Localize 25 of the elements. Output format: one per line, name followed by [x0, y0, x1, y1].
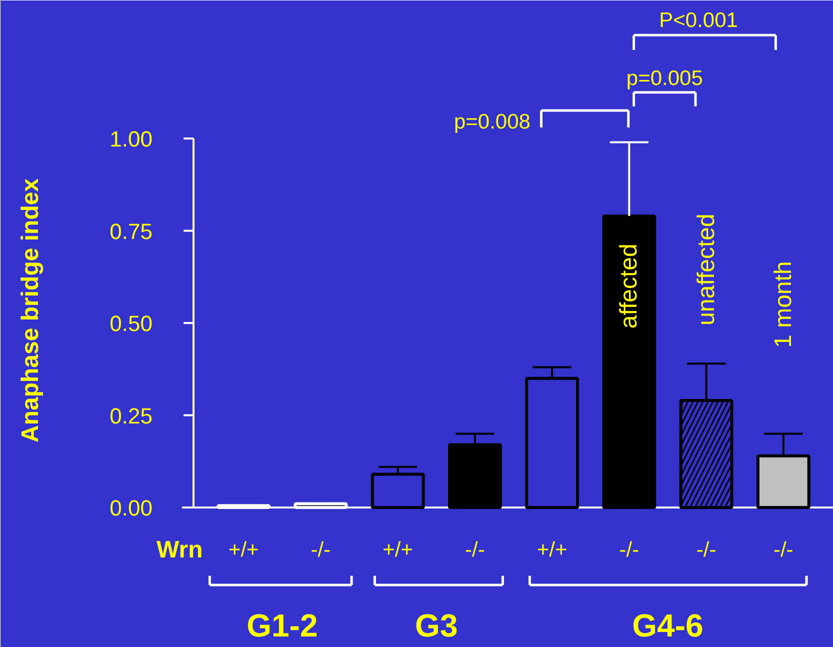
x-tick-label: -/-: [310, 538, 331, 562]
y-tick-label: 0.25: [110, 403, 153, 428]
x-tick-label: -/-: [465, 538, 485, 562]
text: G3: [415, 608, 458, 644]
text: P<0.001: [659, 8, 738, 32]
x-tick-label: +/+: [228, 538, 259, 562]
y-tick-label: 0.00: [110, 496, 153, 520]
annotation: affected: [616, 244, 643, 329]
bar: [602, 214, 656, 509]
text: G4-6: [632, 608, 704, 644]
x-tick-label: -/-: [773, 538, 794, 562]
x-tick-label: -/-: [696, 538, 716, 562]
y-tick-label: 0.50: [110, 311, 153, 336]
text: p=0.008: [454, 110, 530, 134]
x-axis-title: Wrn: [156, 536, 203, 564]
x-tick-label: -/-: [619, 538, 640, 562]
y-axis-title: Anaphase bridge index: [17, 178, 44, 442]
annotation: 1 month: [770, 261, 797, 348]
text: G1-2: [246, 608, 318, 644]
text: p=0.005: [626, 66, 703, 90]
x-tick-label: +/+: [536, 538, 568, 562]
annotation: unaffected: [692, 214, 720, 326]
y-tick-label: 1.00: [110, 126, 153, 152]
y-tick-label: 0.75: [110, 218, 153, 244]
x-tick-label: +/+: [382, 538, 414, 562]
